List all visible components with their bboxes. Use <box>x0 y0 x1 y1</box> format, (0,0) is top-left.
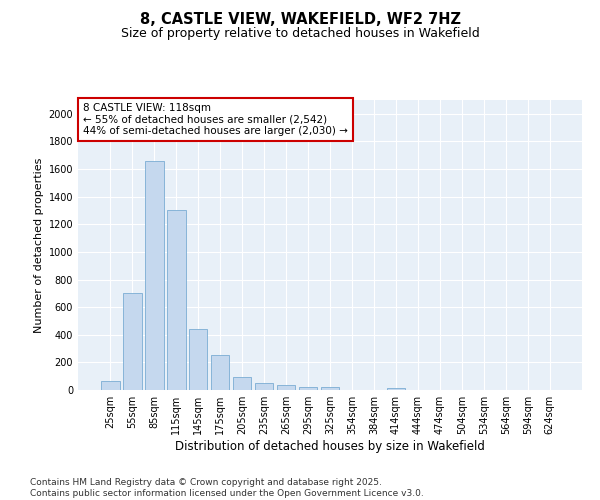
Text: Contains HM Land Registry data © Crown copyright and database right 2025.
Contai: Contains HM Land Registry data © Crown c… <box>30 478 424 498</box>
Bar <box>386 388 405 390</box>
X-axis label: Distribution of detached houses by size in Wakefield: Distribution of detached houses by size … <box>175 440 485 453</box>
Bar <box>189 328 208 390</box>
Bar <box>299 386 317 390</box>
Bar <box>277 385 295 390</box>
Bar <box>123 294 142 390</box>
Text: 8 CASTLE VIEW: 118sqm
← 55% of detached houses are smaller (2,542)
44% of semi-d: 8 CASTLE VIEW: 118sqm ← 55% of detached … <box>83 103 348 136</box>
Bar <box>101 381 119 390</box>
Bar <box>167 210 185 390</box>
Bar <box>233 377 251 390</box>
Y-axis label: Number of detached properties: Number of detached properties <box>34 158 44 332</box>
Bar <box>211 355 229 390</box>
Text: 8, CASTLE VIEW, WAKEFIELD, WF2 7HZ: 8, CASTLE VIEW, WAKEFIELD, WF2 7HZ <box>139 12 461 28</box>
Text: Size of property relative to detached houses in Wakefield: Size of property relative to detached ho… <box>121 28 479 40</box>
Bar <box>145 162 164 390</box>
Bar <box>255 383 274 390</box>
Bar <box>320 387 340 390</box>
